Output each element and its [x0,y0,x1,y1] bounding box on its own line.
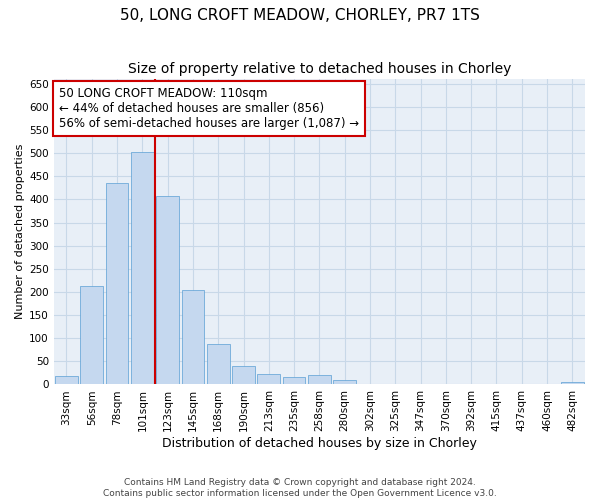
Bar [232,366,255,384]
Bar [80,286,103,384]
Text: 50 LONG CROFT MEADOW: 110sqm
← 44% of detached houses are smaller (856)
56% of s: 50 LONG CROFT MEADOW: 110sqm ← 44% of de… [59,86,359,130]
Title: Size of property relative to detached houses in Chorley: Size of property relative to detached ho… [128,62,511,76]
Bar [561,382,584,384]
Bar [106,183,128,384]
Bar [156,196,179,384]
Text: Contains HM Land Registry data © Crown copyright and database right 2024.
Contai: Contains HM Land Registry data © Crown c… [103,478,497,498]
X-axis label: Distribution of detached houses by size in Chorley: Distribution of detached houses by size … [162,437,477,450]
Bar [283,376,305,384]
Bar [207,344,230,385]
Text: 50, LONG CROFT MEADOW, CHORLEY, PR7 1TS: 50, LONG CROFT MEADOW, CHORLEY, PR7 1TS [120,8,480,22]
Bar [257,374,280,384]
Bar [131,152,154,384]
Bar [55,376,78,384]
Bar [308,375,331,384]
Y-axis label: Number of detached properties: Number of detached properties [15,144,25,320]
Bar [334,380,356,384]
Bar [182,290,204,384]
